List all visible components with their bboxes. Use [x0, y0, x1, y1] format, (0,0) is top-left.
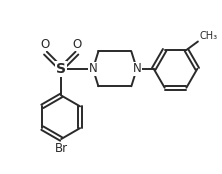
Text: O: O — [41, 38, 50, 51]
Text: N: N — [133, 62, 141, 75]
Text: CH₃: CH₃ — [199, 31, 217, 41]
Text: Br: Br — [55, 142, 68, 155]
Text: N: N — [89, 62, 97, 75]
Text: O: O — [72, 38, 81, 51]
Text: S: S — [56, 62, 66, 76]
